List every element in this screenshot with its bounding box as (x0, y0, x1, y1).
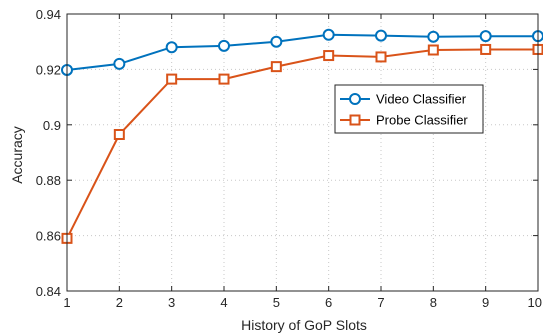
x-tick-label: 2 (116, 295, 123, 310)
y-tick-label: 0.94 (36, 7, 61, 22)
x-tick-label: 9 (482, 295, 489, 310)
legend-label: Probe Classifier (376, 113, 468, 128)
video-classifier-point (218, 39, 230, 52)
y-tick-label: 0.88 (36, 173, 61, 188)
plot-area (67, 14, 538, 291)
video-classifier-point (479, 30, 492, 43)
legend-swatch-marker (349, 93, 361, 105)
x-tick-label: 1 (63, 295, 70, 310)
probe-classifier-line (66, 48, 538, 239)
legend-swatch-marker (349, 114, 361, 126)
probe-classifier-point (270, 61, 282, 73)
y-tick-label: 0.84 (36, 284, 61, 299)
legend: Video Classifier Probe Classifier (334, 84, 484, 134)
y-tick-label: 0.92 (36, 62, 61, 77)
x-tick-label: 6 (325, 295, 332, 310)
probe-classifier-point (113, 128, 125, 140)
video-classifier-point (375, 29, 387, 42)
x-axis-title: History of GoP Slots (241, 317, 367, 333)
legend-item-video-classifier: Video Classifier (340, 92, 467, 107)
video-classifier-point (270, 35, 283, 48)
x-tick-label: 5 (273, 295, 280, 310)
probe-classifier-point (375, 51, 387, 63)
legend-label: Video Classifier (376, 92, 467, 107)
y-axis-ticks: 0.84 0.86 0.88 0.9 0.92 0.94 (36, 7, 538, 299)
probe-classifier-point (323, 50, 335, 62)
y-axis-title: Accuracy (9, 126, 25, 184)
x-tick-label: 4 (220, 295, 227, 310)
probe-classifier-point (480, 43, 492, 55)
video-classifier-point (322, 28, 335, 41)
x-tick-label: 3 (168, 295, 175, 310)
y-tick-label: 0.86 (36, 229, 61, 244)
video-classifier-point (427, 30, 440, 43)
data-series (61, 28, 543, 244)
probe-classifier-point (166, 73, 178, 85)
plot-border (66, 13, 539, 292)
x-tick-label: 7 (377, 295, 384, 310)
video-classifier-point (113, 57, 126, 70)
probe-classifier-point (427, 44, 439, 56)
legend-item-probe-classifier: Probe Classifier (340, 113, 468, 128)
video-classifier-line (66, 33, 538, 71)
x-tick-label: 8 (430, 295, 437, 310)
x-tick-label: 10 (528, 295, 542, 310)
probe-classifier-point (218, 73, 230, 85)
x-axis-ticks: 1 2 3 4 5 6 7 8 9 10 (63, 14, 542, 310)
video-classifier-point (165, 41, 178, 54)
y-tick-label: 0.9 (43, 118, 61, 133)
